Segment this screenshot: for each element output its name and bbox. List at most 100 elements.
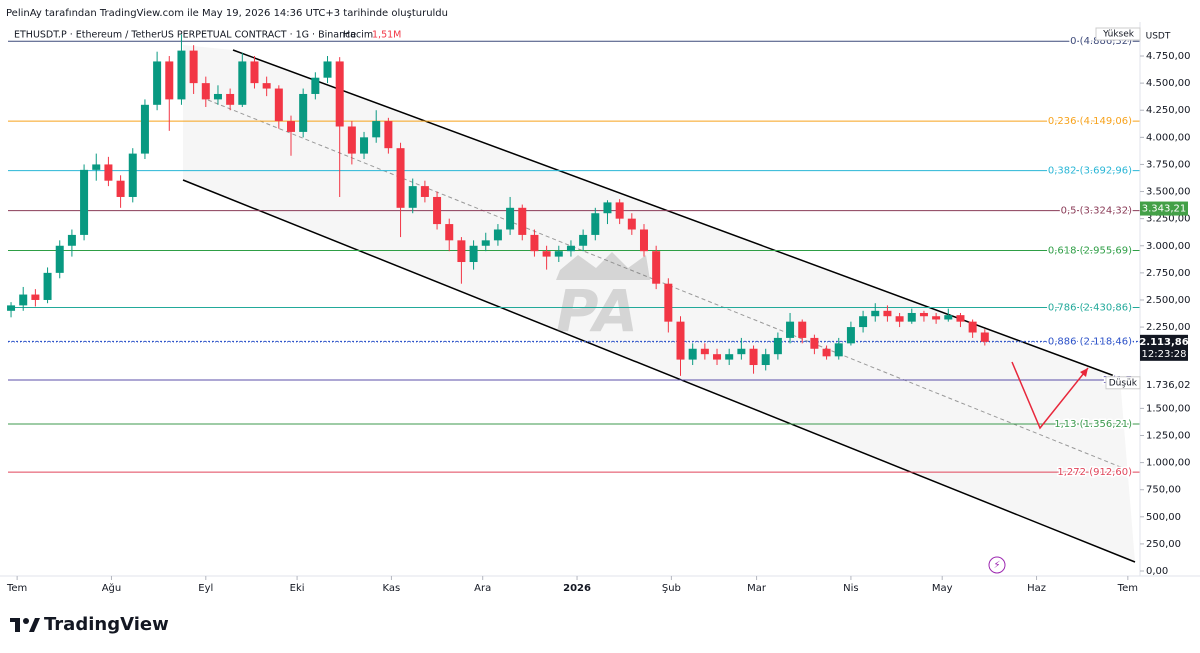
candle-body (323, 61, 332, 78)
candle-body (408, 186, 417, 208)
candle-body (664, 283, 673, 322)
x-tick-label: May (932, 583, 953, 594)
candle-body (859, 316, 868, 328)
alert-price-label: 3.343,21 (1142, 204, 1187, 215)
candle-body (968, 321, 977, 333)
x-tick-label: Eyl (198, 583, 213, 594)
candle-body (895, 316, 904, 322)
projection-arrow (1011, 361, 1089, 430)
candle-body (262, 83, 271, 89)
candle-body (31, 294, 40, 300)
y-tick-label: 3.000,00 (1146, 241, 1191, 252)
fib-label: 0,5 (3.324,32) (1061, 206, 1133, 217)
x-tick-label: Şub (662, 583, 681, 594)
low-tag: Düşük (1109, 378, 1138, 388)
candle-body (591, 213, 600, 235)
candle-body (140, 104, 149, 154)
candle-body (384, 121, 393, 149)
alert-price-tag (1140, 201, 1188, 216)
currency: USDT (1146, 32, 1171, 42)
symbol-title: ETHUSDT.P · Ethereum / TetherUS PERPETUA… (14, 30, 356, 41)
volume-value: 1,51M (372, 30, 401, 41)
candle-body (67, 234, 76, 246)
candle-body (834, 343, 843, 357)
low-value: 1.736,02 (1146, 380, 1191, 391)
arrow-head (1080, 368, 1088, 377)
y-tick-label: 4.000,00 (1146, 132, 1191, 143)
y-tick-label: 2.250,00 (1146, 322, 1191, 333)
candle-body (676, 321, 685, 360)
brand-logo: TradingView (10, 614, 169, 635)
candle-body (639, 229, 648, 252)
fib-label: 0,618 (2.955,69) (1048, 246, 1132, 257)
candle-body (980, 332, 989, 342)
x-tick-label: Kas (383, 583, 401, 594)
candle-body (506, 207, 515, 230)
candle-body (542, 251, 551, 257)
candle-body (201, 83, 210, 100)
candle-body (603, 202, 612, 214)
last-price-tag (1140, 334, 1188, 361)
svg-text:PA: PA (556, 277, 638, 345)
candle-body (213, 93, 222, 100)
x-tick-label: Tem (6, 583, 27, 594)
candle-body (19, 294, 28, 306)
candle-body (311, 77, 320, 94)
candle-body (907, 312, 916, 322)
candle-body (944, 315, 953, 320)
candle-body (700, 348, 709, 355)
candle-body (761, 354, 770, 366)
alert-icon[interactable] (988, 556, 1006, 574)
fib-label: 0,236 (4.149,06) (1048, 116, 1132, 127)
candle-body (481, 240, 490, 246)
candle-body (518, 207, 527, 235)
candle-body (932, 316, 941, 320)
candle-body (165, 61, 174, 100)
candle-body (956, 315, 965, 322)
x-tick-label: Nis (843, 583, 858, 594)
candle-body (153, 61, 162, 105)
candle-body (871, 310, 880, 317)
candle-body (55, 245, 64, 273)
candle-body (749, 348, 758, 366)
candle-body (274, 88, 283, 122)
x-tick-label: Mar (747, 583, 767, 594)
x-tick-label: 2026 (563, 583, 591, 594)
candle-body (189, 50, 198, 84)
y-tick-label: 4.500,00 (1146, 78, 1191, 89)
y-tick-label: 2.500,00 (1146, 295, 1191, 306)
candle-body (372, 121, 381, 138)
candle-body (493, 229, 502, 241)
fib-label: 0,886 (2.118,46) (1048, 336, 1132, 347)
high-tag: Yüksek (1102, 30, 1135, 40)
candle-body (128, 153, 137, 197)
fib-label: 0,382 (3.692,96) (1048, 166, 1132, 177)
candle-body (883, 310, 892, 317)
fib-label: 1,272 (912,60) (1057, 467, 1132, 478)
y-tick-label: 750,00 (1146, 485, 1181, 496)
caption: PelinAy tarafından TradingView.com ile M… (6, 8, 448, 19)
candle-body (457, 240, 466, 263)
watermark: PA (556, 252, 650, 345)
candle-body (469, 245, 478, 263)
candle-body (615, 202, 624, 219)
candle-body (433, 196, 442, 225)
y-tick-label: 1.500,00 (1146, 403, 1191, 414)
low-tag-bg (1105, 376, 1141, 390)
x-tick-label: Eki (290, 583, 305, 594)
fib-label: 1,13 (1.356,21) (1054, 419, 1132, 430)
candle-body (919, 312, 928, 317)
candle-body (80, 169, 89, 235)
candle-body (530, 234, 539, 252)
last-price-label: 2.113,86 (1139, 337, 1188, 348)
candle-body (786, 321, 795, 338)
y-tick-label: 2.750,00 (1146, 268, 1191, 279)
candle-body (287, 121, 295, 132)
channel-fill (183, 45, 1135, 562)
candle-body (554, 251, 563, 257)
candle-body (360, 137, 369, 154)
countdown: 12:23:28 (1142, 349, 1187, 360)
y-tick-label: 0,00 (1146, 566, 1168, 577)
x-tick-label: Ağu (102, 582, 122, 594)
